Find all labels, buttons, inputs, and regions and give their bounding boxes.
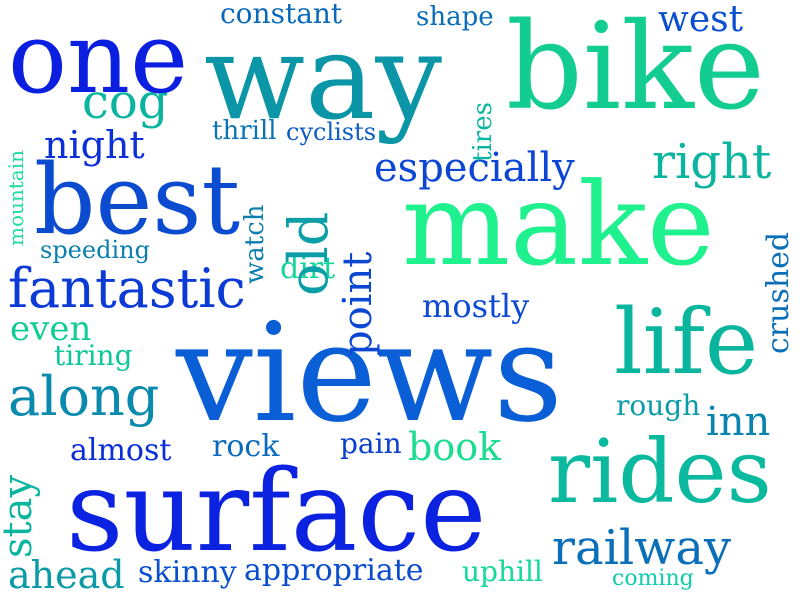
- word-almost: almost: [70, 433, 172, 468]
- word-rough: rough: [616, 389, 701, 422]
- word-thrill: thrill: [212, 116, 277, 146]
- word-speeding: speeding: [40, 236, 150, 264]
- word-right: right: [652, 134, 772, 190]
- word-point: point: [335, 251, 381, 356]
- word-uphill: uphill: [462, 555, 543, 588]
- word-especially: especially: [374, 145, 575, 191]
- word-constant: constant: [220, 0, 343, 30]
- word-railway: railway: [552, 520, 732, 576]
- word-way: way: [204, 8, 443, 146]
- word-stay: stay: [0, 474, 41, 558]
- word-watch: watch: [240, 204, 270, 284]
- word-cog: cog: [82, 74, 169, 130]
- word-life: life: [614, 290, 759, 395]
- word-dirt: dirt: [280, 251, 336, 286]
- word-inn: inn: [706, 399, 771, 445]
- word-one: one: [8, 2, 189, 116]
- word-fantastic: fantastic: [8, 257, 246, 320]
- word-even: even: [10, 309, 92, 349]
- word-tires: tires: [468, 102, 498, 162]
- word-rock: rock: [212, 429, 280, 464]
- word-coming: coming: [612, 566, 694, 591]
- word-bike: bike: [506, 0, 765, 137]
- word-mountain: mountain: [4, 149, 28, 246]
- word-mostly: mostly: [422, 287, 530, 325]
- word-best: best: [34, 144, 241, 256]
- word-rides: rides: [548, 420, 772, 523]
- word-cyclists: cyclists: [286, 118, 377, 146]
- word-along: along: [8, 365, 160, 428]
- word-appropriate: appropriate: [244, 553, 424, 588]
- word-skinny: skinny: [138, 555, 237, 590]
- word-night: night: [44, 123, 145, 167]
- word-pain: pain: [340, 427, 402, 460]
- word-make: make: [402, 158, 715, 291]
- word-shape: shape: [416, 2, 494, 32]
- word-views: views: [176, 295, 564, 453]
- word-ahead: ahead: [8, 553, 125, 597]
- word-book: book: [408, 425, 502, 469]
- word-surface: surface: [66, 447, 487, 577]
- word-old: old: [277, 211, 340, 296]
- word-crushed: crushed: [761, 231, 796, 354]
- word-tiring: tiring: [54, 339, 133, 372]
- word-west: west: [658, 0, 744, 40]
